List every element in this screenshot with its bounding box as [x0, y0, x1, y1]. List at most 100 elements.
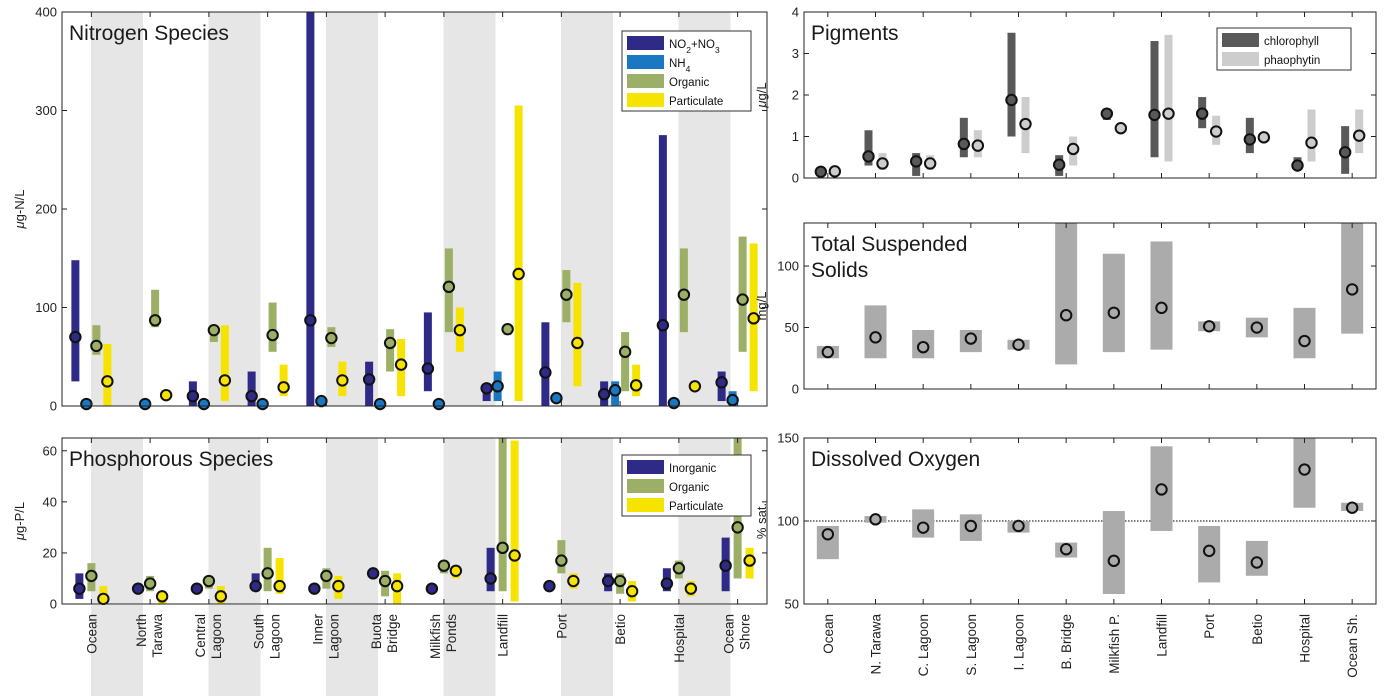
right-category-label: Port: [1202, 614, 1217, 639]
left-category-label-line: Lagoon: [268, 614, 283, 659]
left-category-label-line: South: [252, 614, 267, 649]
pigments-median-marker: [1257, 131, 1271, 144]
nitrogen-median-marker: [186, 389, 200, 403]
do-panel: 50 100 150 Dissolved Oxygen % sat.: [754, 431, 1377, 612]
pigments-median-marker: [1052, 158, 1066, 171]
pigments-median-marker: [923, 157, 937, 170]
phosphorous-median-marker: [567, 574, 580, 588]
phosphorous-range-bar: [510, 440, 519, 602]
left-category-label-line: Buota: [369, 614, 384, 650]
phosphorous-median-marker: [202, 574, 216, 588]
nitrogen-median-marker: [207, 323, 221, 337]
right-category-label: Ocean Sh.: [1345, 614, 1360, 678]
left-category-label: SouthLagoon: [252, 614, 283, 659]
nitrogen-median-marker: [101, 375, 114, 388]
phosphorous-median-marker: [625, 585, 639, 598]
nitrogen-median-marker: [218, 374, 232, 387]
phosphorous-median-marker: [508, 549, 521, 562]
nitrogen-median-marker: [304, 314, 317, 327]
legend-label: Organic: [669, 77, 710, 89]
left-category-label-line: North: [134, 614, 149, 647]
nitrogen-median-marker: [245, 389, 258, 403]
phosphorous-range-bar: [486, 547, 495, 592]
phosphorous-band: [91, 438, 143, 604]
nitrogen-y-axis-label: μg-N/L: [12, 190, 27, 230]
legend-swatch: [627, 36, 664, 50]
tss-y-axis-label: mg/L: [754, 292, 769, 321]
tss-range-bar: [1341, 223, 1364, 334]
category-band-extension: [678, 605, 731, 696]
do-range-bar: [1102, 511, 1125, 595]
nitrogen-title: Nitrogen Species: [69, 22, 229, 45]
nitrogen-range-bar: [151, 289, 160, 328]
phosphorous-median-marker: [131, 582, 145, 595]
right-category-label: Ocean: [821, 614, 836, 654]
nitrogen-median-marker: [394, 358, 408, 371]
tss-panel: 0 50 100 Total Suspended Solids mg/L: [754, 222, 1377, 397]
left-category-label-line: Lagoon: [209, 614, 224, 659]
legend-swatch: [627, 74, 664, 88]
tss-title: Total Suspended: [811, 233, 967, 256]
nitrogen-median-marker: [432, 397, 446, 411]
pigments-median-marker: [1243, 133, 1257, 146]
legend-label-part: Particulate: [669, 501, 723, 513]
tss-median-marker: [1059, 309, 1073, 322]
nitrogen-median-marker: [325, 331, 338, 345]
legend-swatch: [627, 479, 664, 493]
legend-label-part: Organic: [669, 482, 710, 494]
legend-label-part: NO: [669, 39, 686, 51]
tss-median-marker: [1107, 306, 1121, 319]
tss-y-tick-label: 50: [785, 320, 799, 335]
pigments-median-marker: [909, 155, 923, 168]
nitrogen-median-marker: [277, 381, 290, 394]
nitrogen-y-axis-label-mu: μ: [12, 221, 27, 229]
left-category-label: OceanShore: [722, 614, 753, 654]
left-category-label-line: Central: [193, 614, 208, 658]
do-y-tick-label: 50: [785, 597, 799, 612]
right-category-label: B. Bridge: [1059, 614, 1074, 670]
nitrogen-range-bar: [423, 312, 432, 392]
legend-swatch: [627, 93, 664, 107]
nitrogen-range-bar: [541, 322, 550, 406]
tss-range-bar: [1055, 223, 1078, 365]
phosphorous-median-marker: [613, 574, 627, 588]
phosphorous-panel: 0 20 40 60 Phosphorous Species μg-P/L: [12, 437, 768, 612]
nitrogen-range-bar: [247, 371, 256, 406]
do-median-marker: [1155, 483, 1168, 496]
nitrogen-median-marker: [480, 382, 493, 395]
legend-label: Inorganic: [669, 463, 717, 475]
phosphorous-median-marker: [484, 572, 497, 585]
pigments-median-marker: [1100, 107, 1114, 120]
pigments-median-marker: [1291, 159, 1304, 172]
legend-swatch: [1222, 52, 1259, 66]
phosphorous-median-marker: [366, 567, 380, 580]
right-category-label: I. Lagoon: [1012, 614, 1027, 670]
phosphorous-median-marker: [425, 582, 439, 595]
pigments-median-marker: [1195, 107, 1209, 120]
phosphorous-range-bar: [498, 438, 507, 592]
nitrogen-median-marker: [373, 397, 387, 411]
do-median-marker: [869, 513, 882, 526]
phosphorous-median-marker: [390, 579, 404, 593]
nitrogen-median-marker: [629, 379, 643, 392]
phosphorous-y-tick-label: 60: [43, 443, 57, 458]
nitrogen-median-marker: [138, 397, 152, 411]
category-band-extension: [561, 605, 613, 696]
left-category-label-line: Port: [554, 614, 569, 639]
nitrogen-median-marker: [442, 280, 456, 294]
pigments-median-marker: [1005, 93, 1018, 107]
nitrogen-range-bar: [268, 302, 277, 352]
phosphorous-title: Phosphorous Species: [69, 448, 273, 471]
phosphorous-median-marker: [496, 541, 509, 555]
legend-label-part: NH: [669, 58, 686, 70]
nitrogen-range-bar: [573, 282, 582, 387]
left-category-label-line: Milkfish: [428, 614, 443, 659]
right-category-label: S. Lagoon: [964, 614, 979, 676]
nitrogen-range-bar: [306, 12, 315, 406]
phosphorous-median-marker: [449, 564, 463, 577]
phosphorous-median-marker: [214, 590, 228, 603]
legend-label-part: Inorganic: [669, 463, 717, 475]
do-median-marker: [1298, 463, 1311, 476]
pigments-median-marker: [957, 137, 971, 151]
phosphorous-median-marker: [555, 554, 568, 567]
